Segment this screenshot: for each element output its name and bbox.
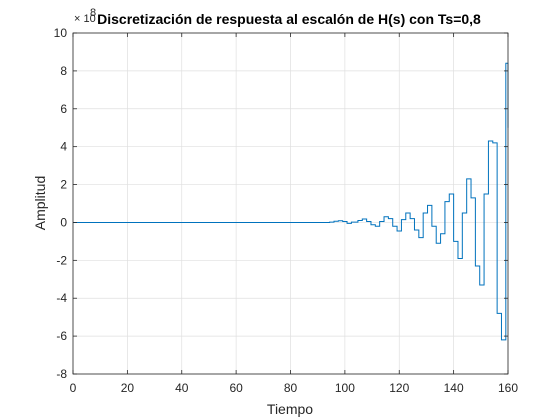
x-tick-label: 160 [498, 381, 518, 395]
x-tick-label: 100 [335, 381, 355, 395]
tick-labels: 0 20 40 60 80 100 120 140 160 -8 -6 -4 -2 0 2 4 6 8 10 [54, 26, 519, 395]
x-tick-label: 60 [229, 381, 243, 395]
y-tick-label: 8 [60, 64, 67, 78]
y-tick-label: -4 [56, 291, 67, 305]
x-tick-label: 0 [70, 381, 77, 395]
y-axis-label: Amplitud [32, 176, 48, 230]
x-tick-label: 80 [284, 381, 298, 395]
y-tick-label: 2 [60, 178, 67, 192]
y-tick-label: -2 [56, 253, 67, 267]
tick-marks [72, 32, 509, 375]
x-tick-label: 40 [175, 381, 189, 395]
y-tick-label: 10 [54, 26, 68, 40]
y-exponent-power: 8 [90, 7, 96, 19]
x-tick-label: 20 [121, 381, 135, 395]
y-exponent-base: × 10 [74, 13, 96, 25]
x-tick-label: 120 [389, 381, 409, 395]
y-tick-label: 6 [60, 102, 67, 116]
x-tick-label: 140 [444, 381, 464, 395]
y-tick-label: -8 [56, 367, 67, 381]
x-axis-label: Tiempo [267, 401, 313, 417]
y-tick-label: 4 [60, 140, 67, 154]
series-line [73, 62, 509, 341]
series-layer [73, 62, 509, 341]
y-tick-label: 0 [60, 215, 67, 229]
chart-title: Discretización de respuesta al escalón d… [97, 11, 481, 27]
y-tick-label: -6 [56, 329, 67, 343]
